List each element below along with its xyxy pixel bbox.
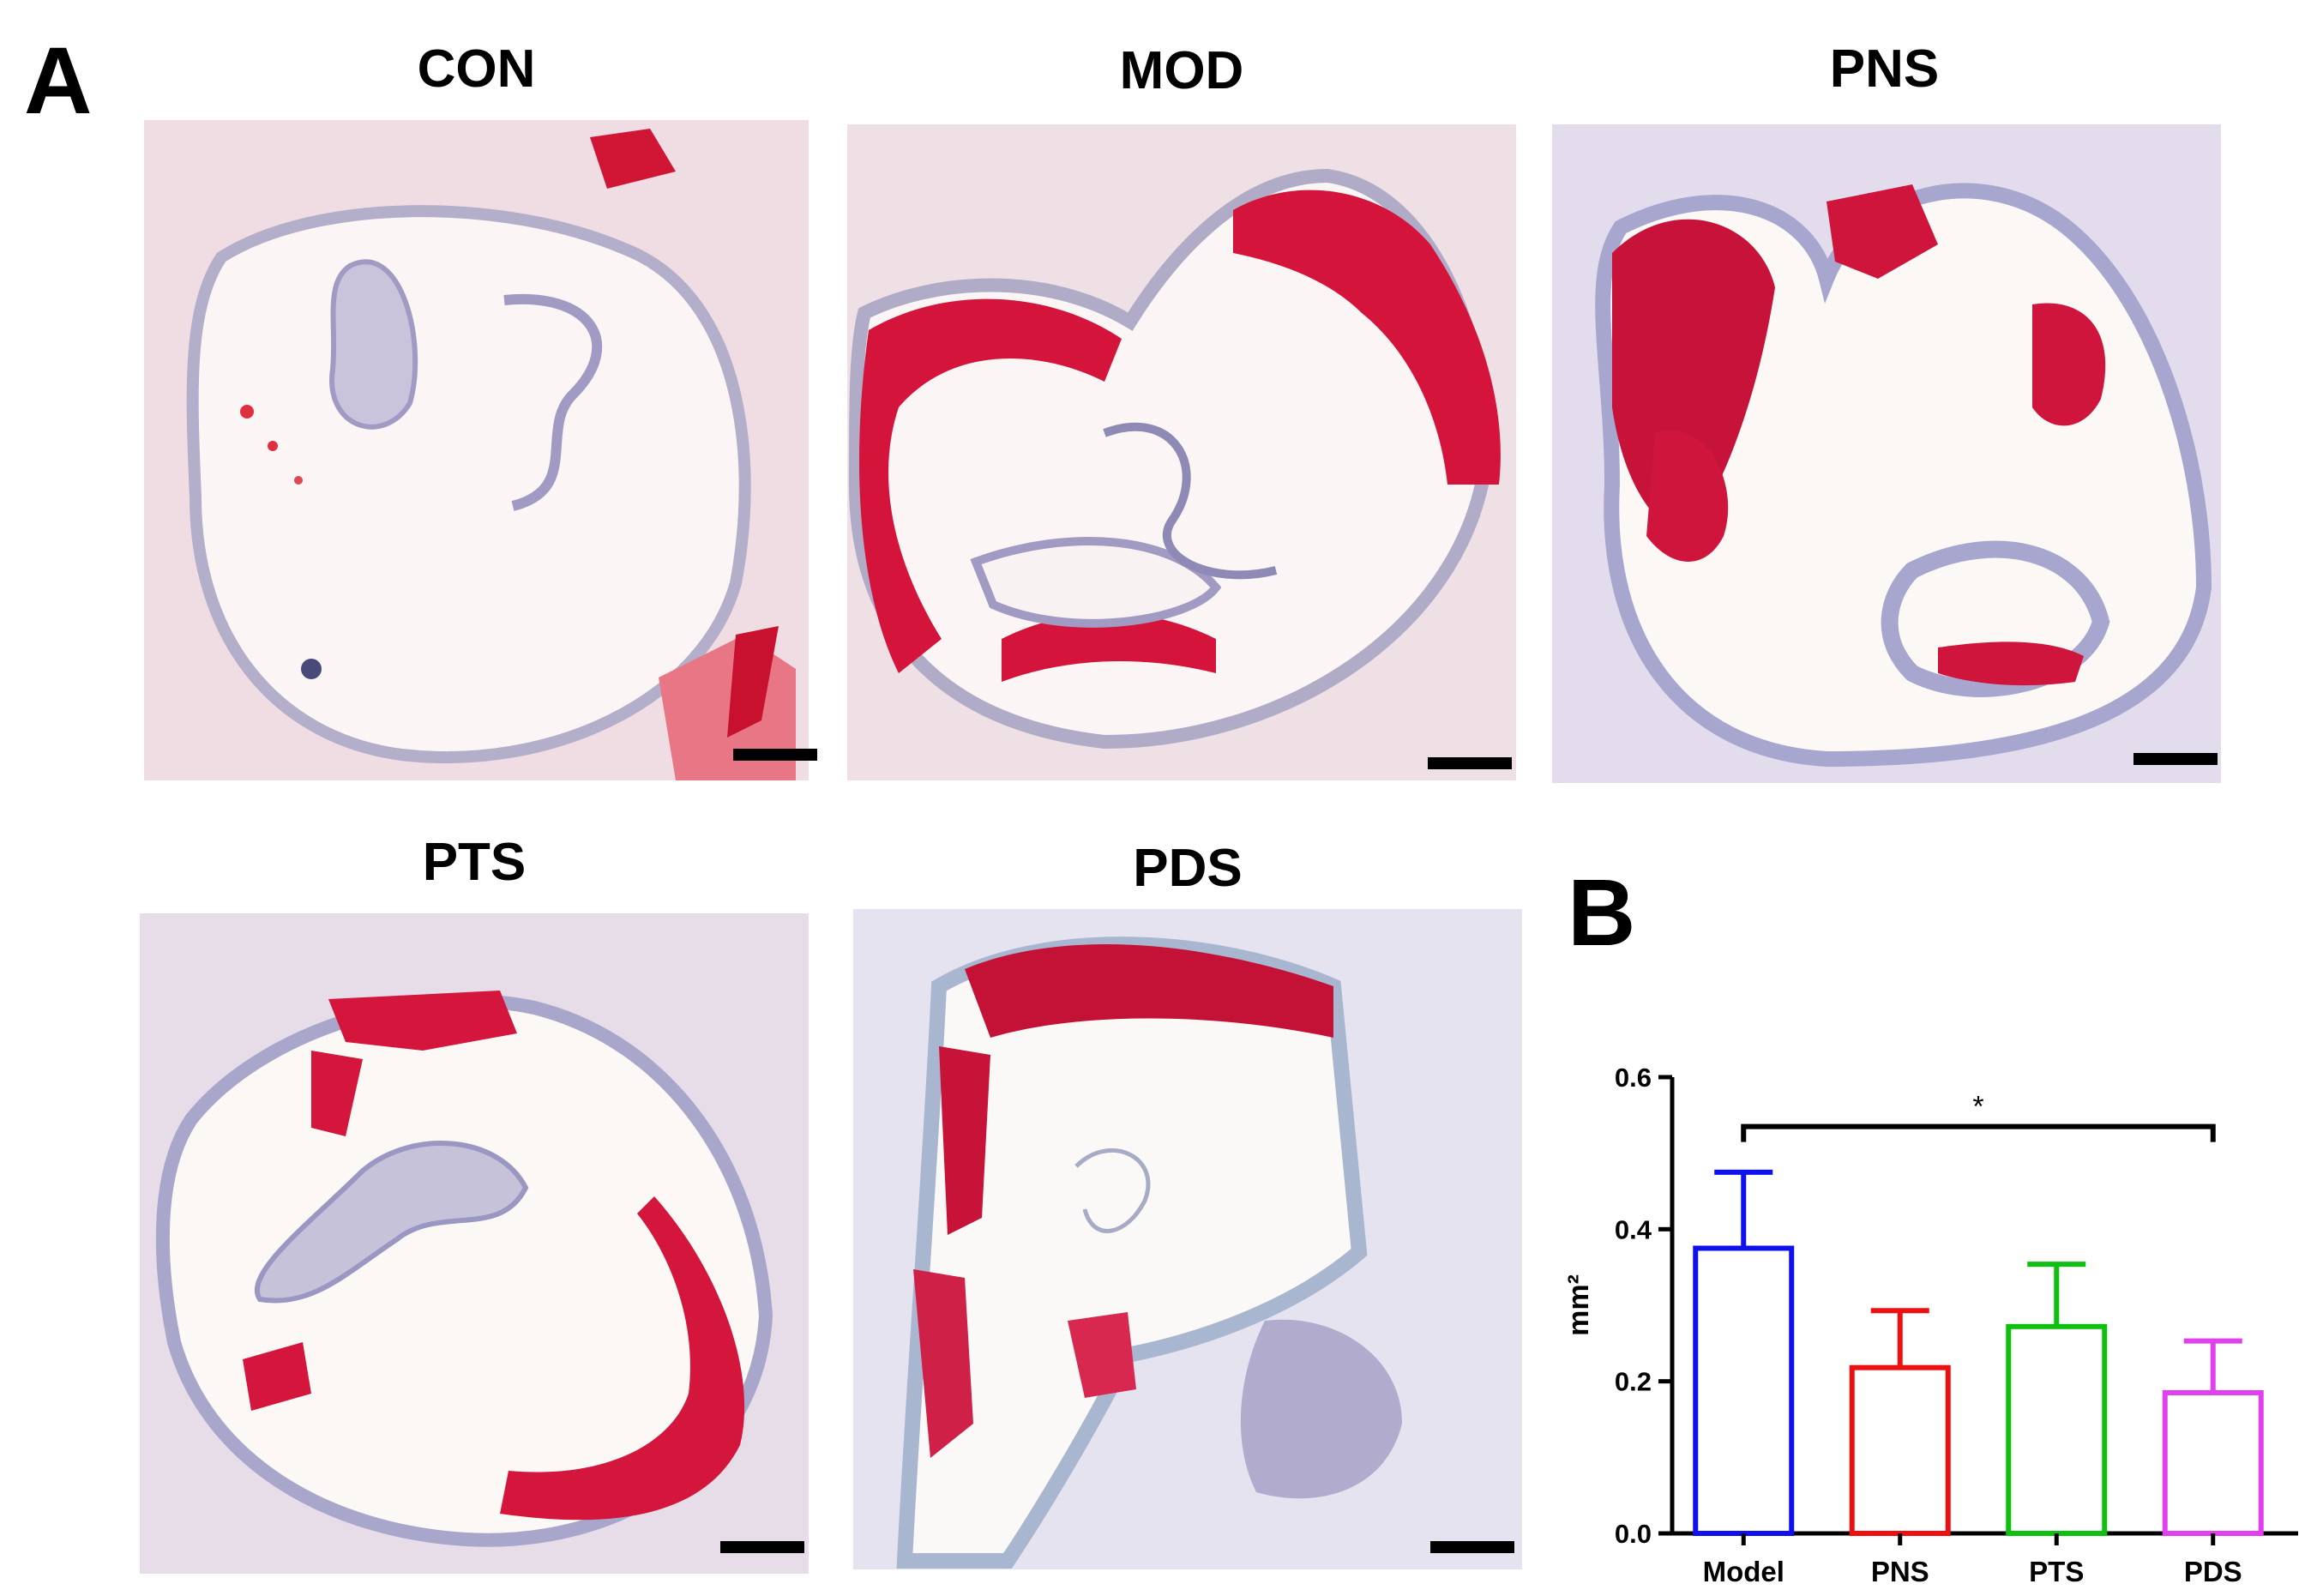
bar-chart: 0.0 0.2 0.4 0.6 mm² Model PNS PTS PDS * xyxy=(1562,1063,2298,1587)
micrograph-mod xyxy=(847,124,1516,780)
micrograph-pns xyxy=(1552,124,2221,783)
image-title-pts: PTS xyxy=(422,833,527,892)
bar xyxy=(1693,1245,1795,1536)
image-title-pns: PNS xyxy=(1829,39,1940,99)
y-tick-label: 0.4 xyxy=(1615,1214,1652,1244)
scale-bar-pts xyxy=(720,1541,804,1553)
micrograph-pts xyxy=(140,913,809,1574)
significance-label: * xyxy=(1972,1091,1983,1123)
x-tick-label: PTS xyxy=(2029,1556,2084,1587)
y-tick-label: 0.2 xyxy=(1615,1367,1652,1397)
micrograph-con xyxy=(144,120,809,780)
y-axis-label: mm² xyxy=(1562,1274,1595,1336)
scale-bar-pns xyxy=(2133,753,2218,765)
bar xyxy=(2006,1323,2108,1536)
image-title-con: CON xyxy=(417,39,536,99)
bar xyxy=(1849,1364,1951,1536)
x-tick-label: Model xyxy=(1703,1556,1784,1587)
significance-bracket xyxy=(1741,1123,2216,1142)
micrograph-pds xyxy=(853,909,1522,1569)
panel-a-letter: A xyxy=(24,28,93,134)
panel-b-letter: B xyxy=(1568,860,1636,966)
x-tick-label: PNS xyxy=(1871,1556,1929,1587)
bar xyxy=(2162,1389,2264,1537)
x-tick-label: PDS xyxy=(2184,1556,2242,1587)
y-tick-label: 0.6 xyxy=(1615,1063,1652,1093)
image-title-mod: MOD xyxy=(1119,41,1244,100)
scale-bar-mod xyxy=(1428,757,1512,769)
image-title-pds: PDS xyxy=(1133,839,1243,898)
y-tick-label: 0.0 xyxy=(1615,1519,1652,1549)
scale-bar-con xyxy=(733,749,817,761)
scale-bar-pds xyxy=(1430,1541,1514,1553)
